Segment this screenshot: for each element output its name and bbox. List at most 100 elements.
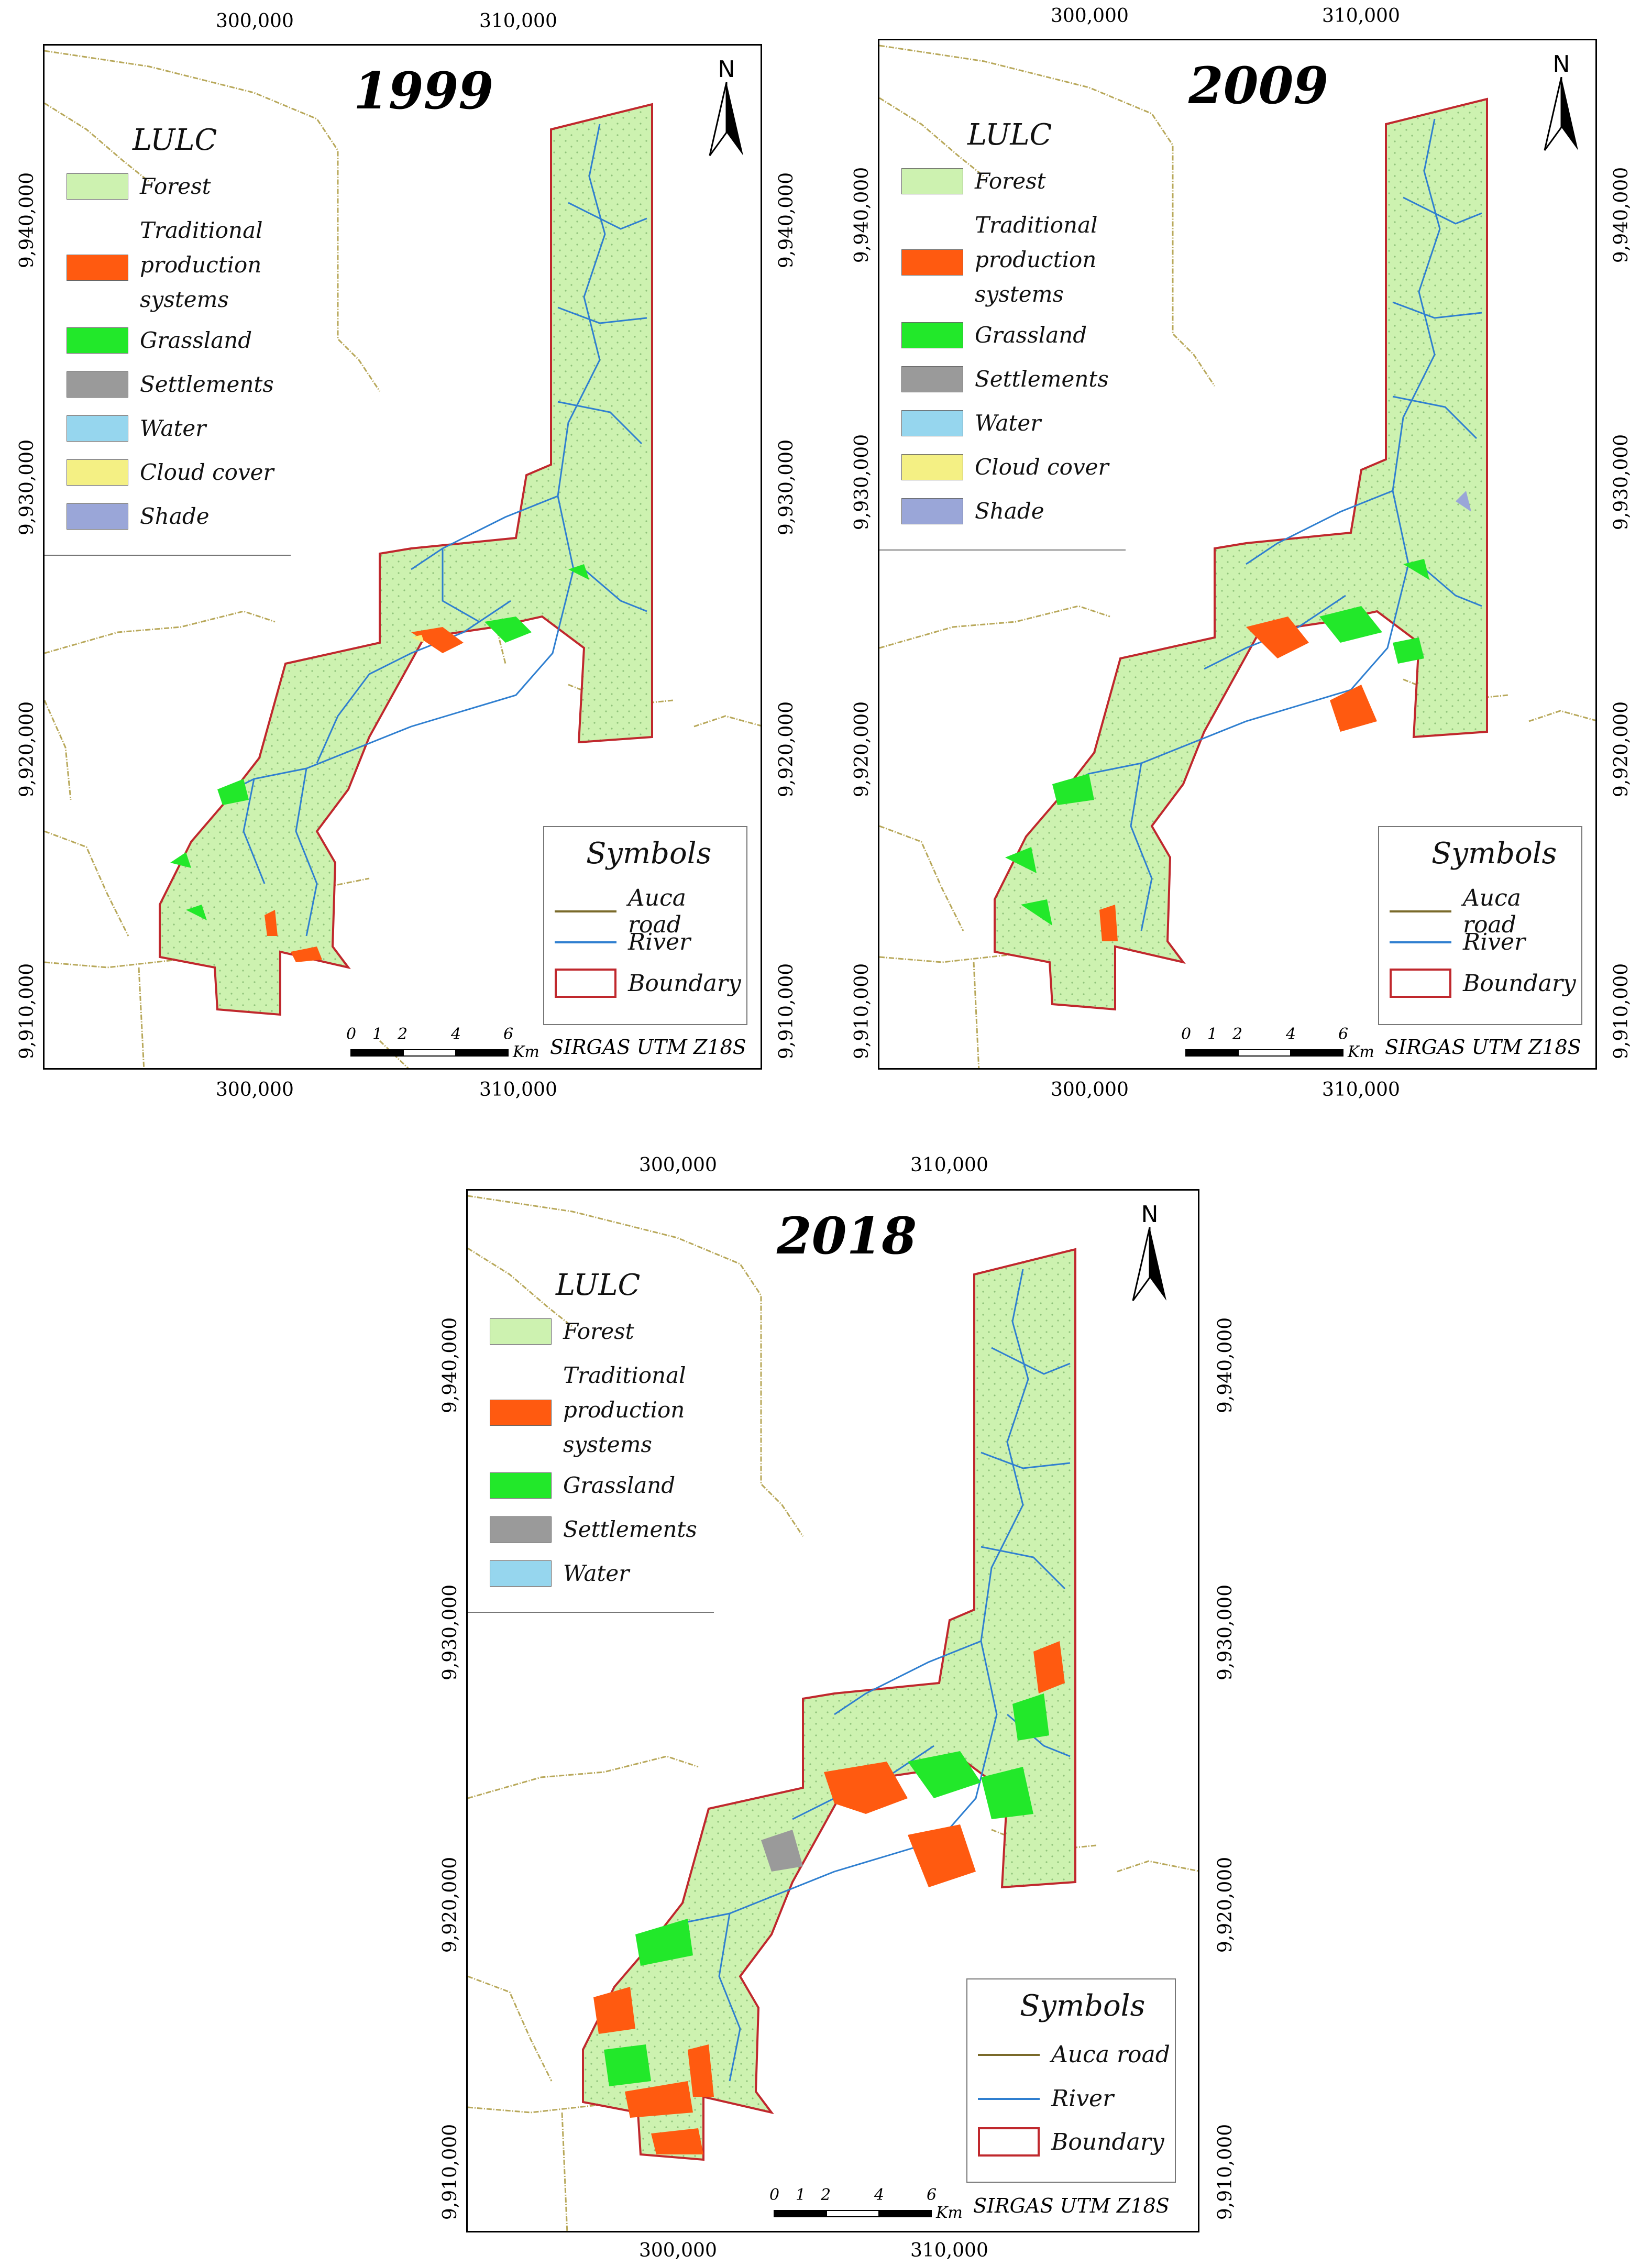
y-tick-right: 9,910,000 [776,963,798,1060]
legend-item-water: Water [67,411,206,446]
legend-label: Traditional production systems [975,212,1098,307]
scale-label: 0 [1181,1025,1192,1043]
scale-label: 4 [451,1025,461,1043]
y-tick-right: 9,910,000 [1611,963,1633,1060]
legend-swatch-water [67,415,128,442]
map-frame: 1999 N LULC Forest Traditional productio… [43,44,762,1070]
road-symbol [1390,910,1451,912]
x-tick-top: 310,000 [1322,5,1400,27]
legend-label: Water [140,415,206,441]
scale-label: 0 [769,2186,780,2204]
legend-label: Forest [140,173,211,199]
legend-item-grassland: Grassland [67,323,252,358]
scale-label: 4 [1286,1025,1296,1043]
x-tick-bottom: 300,000 [639,2240,717,2261]
legend-item-forest: Forest [901,164,1046,199]
legend-swatch-settlements [67,371,128,398]
map-year: 1999 [354,61,494,120]
map-canvas-2009 [879,45,1595,1068]
x-tick-bottom: 310,000 [1322,1079,1400,1101]
legend-item-shade: Shade [901,494,1044,529]
legend-label: Settlements [563,1516,697,1542]
y-tick-right: 9,930,000 [776,439,798,536]
legend-label: Water [975,410,1041,436]
scale-label: 2 [1232,1025,1243,1043]
x-tick-bottom: 310,000 [910,2240,988,2261]
x-tick-bottom: 310,000 [479,1079,557,1101]
road-symbol [978,2053,1040,2056]
symbol-label: River [1463,929,1526,955]
north-arrow: N [1129,1201,1171,1306]
y-tick-right: 9,920,000 [1215,1856,1237,1953]
legend-item-cloud: Cloud cover [67,455,274,490]
scale-segment [1290,1049,1343,1057]
symbol-item-road: Auca road [1390,885,1581,938]
north-arrow-icon [1132,1227,1166,1301]
y-tick-left: 9,920,000 [439,1856,461,1953]
legend-label: Settlements [975,366,1109,392]
scale-unit: Km [1348,1043,1374,1061]
scale-label: 1 [796,2186,806,2204]
scale-segment [1238,1049,1291,1057]
map-frame: 2018 N LULC Forest Traditional productio… [466,1189,1199,2232]
legend-label: Shade [140,503,210,529]
legend-item-cloud: Cloud cover [901,450,1109,485]
boundary-symbol [1390,969,1451,998]
boundary-symbol [978,2127,1040,2157]
river-symbol [978,2097,1040,2100]
north-label: N [1141,1201,1159,1228]
scale-segment [403,1049,456,1057]
symbols-title: Symbols [1431,837,1557,871]
symbol-item-boundary: Boundary [1390,969,1576,998]
scale-unit: Km [513,1043,539,1061]
legend-label: Settlements [140,371,274,397]
legend-item-settlements: Settlements [901,362,1109,397]
x-tick-top: 300,000 [216,10,294,32]
legend-label: Grassland [975,322,1087,348]
scale-label: 4 [874,2186,885,2204]
symbol-label: Boundary [1051,2128,1164,2155]
scale-label: 6 [1338,1025,1349,1043]
legend-title: LULC [967,118,1052,152]
map-canvas-2018 [468,1195,1198,2231]
legend-item-grassland: Grassland [490,1468,675,1503]
symbol-item-river: River [1390,929,1525,955]
scale-label: 6 [503,1025,514,1043]
y-tick-left: 9,910,000 [16,963,38,1060]
crs-label: SIRGAS UTM Z18S [550,1036,746,1059]
symbol-label: Boundary [1463,970,1576,997]
legend-swatch-water [901,410,963,436]
scale-label: 2 [398,1025,408,1043]
legend-title: LULC [133,123,217,157]
legend-swatch-cloud [67,459,128,486]
y-tick-left: 9,940,000 [439,1317,461,1414]
symbol-label: River [1051,2085,1114,2112]
y-tick-left: 9,930,000 [16,439,38,536]
lulc-legend: LULC Forest Traditional production syste… [879,40,1152,564]
x-tick-top: 310,000 [910,1154,988,1176]
river-symbol [1390,941,1451,943]
y-tick-right: 9,920,000 [1611,701,1633,798]
legend-title: LULC [556,1268,641,1302]
legend-swatch-grassland [901,322,963,348]
symbols-title: Symbols [586,837,712,871]
legend-swatch-traditional [901,249,963,276]
y-tick-right: 9,940,000 [1611,167,1633,263]
legend-label: Forest [975,168,1046,194]
symbol-item-river: River [555,929,690,955]
y-tick-left: 9,940,000 [16,172,38,269]
legend-label: Forest [563,1318,634,1344]
legend-swatch-grassland [67,327,128,354]
north-arrow-icon [1544,77,1578,151]
scale-segment [826,2210,879,2217]
scale-bar: 0 1 2 4 6 Km [730,2186,963,2228]
scale-label: 6 [927,2186,937,2204]
legend-label: Cloud cover [140,459,274,485]
legend-item-traditional: Traditional production systems [67,213,263,317]
symbols-legend: Symbols Auca road River Boundary [543,826,747,1025]
legend-swatch-cloud [901,454,963,480]
legend-divider [879,549,1126,551]
legend-swatch-forest [67,173,128,200]
lulc-legend: LULC Forest Traditional production syste… [468,1191,740,1641]
symbol-label: Boundary [628,970,741,997]
